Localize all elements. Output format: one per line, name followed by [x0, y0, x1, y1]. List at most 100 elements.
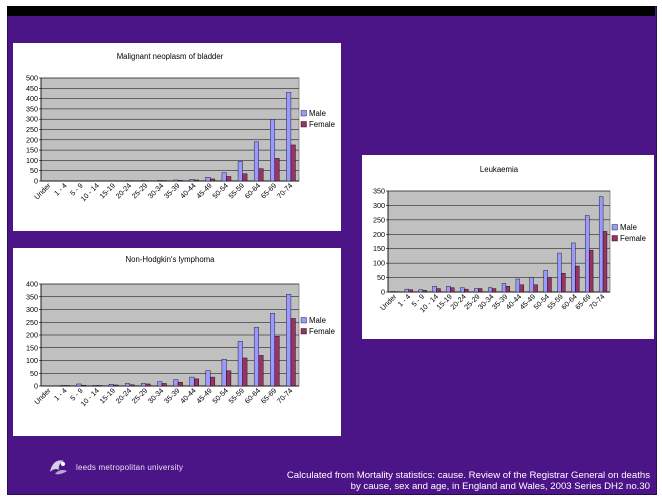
bar-female-35-39: [177, 180, 183, 182]
bar-male-30-34: [487, 287, 493, 293]
bar-female-45-49: [210, 376, 216, 387]
bar-female-70-74: [602, 231, 608, 293]
bar-male-70-74: [598, 196, 604, 293]
bar-female-60-64: [575, 265, 580, 293]
bar-male-60-64: [571, 242, 576, 293]
y-tick-label: 150: [26, 146, 38, 155]
chart-title: Non-Hodgkin's lymphoma: [125, 255, 215, 264]
legend-label-female: Female: [620, 234, 646, 243]
legend-swatch-male: [300, 110, 307, 117]
y-tick-label: 500: [26, 74, 38, 83]
y-tick-label: 250: [26, 125, 38, 134]
bar-male-30-34: [157, 381, 163, 387]
y-tick-label: 400: [26, 280, 38, 289]
bar-female-50-54: [226, 370, 232, 387]
chart-panel-bladder: Malignant neoplasm of bladder 0 50 100 150 20…: [13, 43, 341, 231]
y-tick-label: 50: [30, 166, 38, 175]
y-tick-label: 300: [26, 305, 38, 314]
top-bar: [7, 6, 655, 16]
y-tick-label: 100: [26, 156, 38, 165]
bar-male-60-64: [253, 141, 259, 182]
x-tick-label: 1 - 4: [396, 292, 413, 309]
bar-female-5-9: [81, 385, 87, 387]
bar-female-65-69: [274, 336, 280, 387]
bar-male-50-54: [221, 359, 227, 387]
bar-female-70-74: [290, 144, 296, 182]
bar-female-60-64: [258, 355, 264, 387]
y-tick-label: 300: [26, 115, 38, 124]
bar-male-65-69: [585, 215, 590, 293]
bar-male-55-59: [237, 161, 243, 182]
bar-female-25-29: [477, 288, 483, 293]
x-tick-label: 70-74: [275, 181, 294, 200]
x-tick-label: 60-64: [243, 386, 262, 405]
x-tick-label: 25-29: [130, 181, 149, 200]
caption-line-1: Calculated from Mortality statistics: ca…: [286, 470, 650, 481]
legend-swatch-female: [611, 235, 618, 242]
bar-female-55-59: [561, 273, 566, 293]
bar-female-65-69: [588, 249, 594, 293]
x-tick-label: 1 - 4: [52, 181, 69, 198]
x-tick-label: 55-59: [227, 181, 246, 200]
legend-swatch-female: [300, 121, 307, 128]
x-tick-label: 10 - 14: [79, 386, 101, 408]
y-tick-label: 50: [377, 273, 385, 282]
bar-female-1-4: [64, 385, 70, 387]
university-crest-icon: [50, 460, 67, 475]
legend-label-female: Female: [309, 120, 335, 129]
y-tick-label: 100: [373, 259, 385, 268]
bar-male-65-69: [270, 118, 276, 182]
bar-male-45-49: [205, 370, 211, 387]
bar-female-70-74: [290, 318, 296, 387]
y-tick-label: 200: [26, 135, 38, 144]
y-tick-label: 350: [26, 292, 38, 301]
y-tick-label: 400: [26, 94, 38, 103]
bar-male-35-39: [173, 379, 179, 387]
bar-male-50-54: [221, 172, 227, 182]
bar-female-50-54: [547, 277, 552, 293]
bar-male-15-19: [446, 286, 451, 293]
bar-female-65-69: [274, 158, 280, 182]
y-tick-label: 0: [34, 177, 38, 186]
caption-line-2: by cause, sex and age, in England and Wa…: [350, 481, 650, 492]
bar-male-5-9: [76, 383, 82, 387]
x-tick-label: 30-34: [146, 181, 165, 200]
x-tick-label: 15-19: [98, 181, 117, 200]
x-tick-label: 40-44: [178, 181, 197, 200]
bar-female-35-39: [177, 381, 183, 387]
bar-male-10-14: [432, 286, 437, 293]
chart-1: Non-Hodgkin's lymphoma 0 50 100 150 200 250 300…: [26, 255, 335, 408]
x-tick-label: 65-69: [259, 181, 278, 200]
bar-female-40-44: [193, 378, 199, 387]
bar-male-45-49: [205, 177, 211, 182]
x-tick-label: 15-19: [98, 386, 117, 405]
bar-female-55-59: [242, 357, 248, 387]
y-tick-label: 0: [34, 382, 38, 391]
chart-panel-leukaemia: Leukaemia 0 50 100 150 200 250 300 350 Under 1 - 4…: [362, 155, 654, 339]
bar-male-70-74: [286, 92, 292, 182]
x-tick-label: 25-29: [130, 386, 149, 405]
bar-female-45-49: [533, 284, 538, 293]
bar-female-30-34: [161, 383, 167, 387]
x-tick-label: 70-74: [275, 386, 294, 405]
bar-male-40-44: [515, 278, 521, 293]
y-tick-label: 350: [373, 187, 385, 196]
legend-swatch-male: [300, 317, 307, 324]
y-tick-label: 250: [26, 318, 38, 327]
bar-female-45-49: [210, 178, 216, 182]
source-caption: Calculated from Mortality statistics: ca…: [210, 470, 650, 492]
university-name: leeds metropolitan university: [76, 462, 184, 472]
bar-female-20-24: [129, 384, 135, 387]
bar-male-55-59: [237, 341, 243, 387]
bar-female-55-59: [242, 173, 248, 182]
bar-male-55-59: [557, 252, 562, 293]
bar-female-50-54: [226, 176, 232, 182]
y-tick-label: 200: [26, 331, 38, 340]
legend-label-male: Male: [620, 223, 637, 232]
bar-male-40-44: [189, 376, 195, 387]
x-tick-label: 45-49: [194, 181, 213, 200]
chart-title: Malignant neoplasm of bladder: [117, 52, 224, 61]
chart-panel-lymphoma: Non-Hodgkin's lymphoma 0 50 100 150 200 250 300…: [13, 248, 341, 436]
bar-male-20-24: [460, 287, 465, 293]
x-tick-label: 55-59: [227, 386, 246, 405]
